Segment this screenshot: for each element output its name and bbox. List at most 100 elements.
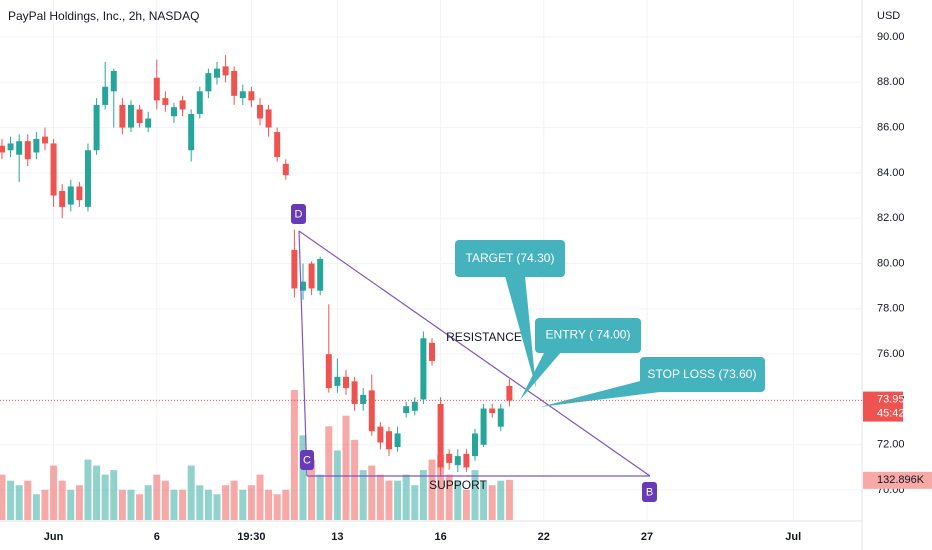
callout-tail bbox=[505, 276, 536, 388]
candle-body bbox=[162, 98, 169, 105]
volume-bar bbox=[127, 489, 135, 520]
volume-bar bbox=[411, 485, 419, 520]
target-label: TARGET (74.30) bbox=[466, 251, 555, 265]
volume-bar bbox=[359, 470, 367, 520]
volume-bar bbox=[471, 470, 479, 520]
volume-bar bbox=[41, 489, 49, 520]
volume-bar bbox=[110, 470, 118, 520]
grid bbox=[0, 0, 862, 520]
candle-body bbox=[231, 70, 238, 96]
volume-bar bbox=[187, 465, 195, 520]
volume-bar bbox=[445, 474, 453, 520]
candle-body bbox=[282, 163, 289, 176]
volume-bar bbox=[213, 494, 221, 520]
candle-body bbox=[67, 186, 74, 205]
volume-bar bbox=[480, 480, 488, 520]
callout-box bbox=[455, 240, 565, 277]
candle-body bbox=[136, 109, 143, 124]
point-box bbox=[291, 204, 306, 224]
candle-body bbox=[394, 433, 401, 448]
volume-bar bbox=[462, 489, 470, 520]
x-tick-label: 22 bbox=[538, 531, 550, 543]
volume-bar bbox=[247, 485, 255, 520]
candle-body bbox=[506, 385, 513, 401]
volume-bar bbox=[239, 489, 247, 520]
volume-bar bbox=[144, 485, 152, 520]
candle-body bbox=[0, 145, 5, 153]
volume-bar bbox=[222, 485, 230, 520]
volume-bar bbox=[325, 426, 333, 520]
volume-bar bbox=[290, 390, 298, 520]
candle-body bbox=[385, 431, 392, 450]
pattern-line bbox=[298, 230, 651, 477]
x-tick-label: 27 bbox=[641, 531, 653, 543]
volume-bar bbox=[333, 450, 341, 520]
volume-bar bbox=[368, 465, 376, 520]
resistance-label: RESISTANCE bbox=[446, 330, 522, 344]
volume-label-box bbox=[863, 471, 932, 489]
y-tick-label: 72.00 bbox=[877, 439, 905, 451]
candle-body bbox=[308, 263, 315, 289]
candle-body bbox=[84, 150, 91, 207]
candle-body bbox=[291, 249, 298, 289]
candle-body bbox=[420, 338, 427, 400]
candle-body bbox=[463, 453, 470, 468]
volume-bar bbox=[273, 494, 281, 520]
candle-body bbox=[179, 100, 186, 110]
volume-bar bbox=[351, 439, 359, 520]
volume-bar bbox=[84, 459, 92, 520]
volume-bar bbox=[67, 489, 75, 520]
callout-tail bbox=[520, 351, 562, 400]
candle-body bbox=[213, 68, 220, 78]
candle-body bbox=[205, 73, 212, 92]
volume-bar bbox=[179, 489, 187, 520]
volume-bar bbox=[93, 465, 101, 520]
candle-body bbox=[351, 381, 358, 404]
point-label: C bbox=[303, 454, 311, 466]
volume-bar bbox=[282, 489, 290, 520]
candle-body bbox=[145, 118, 152, 128]
candle-body bbox=[248, 91, 255, 101]
candle-body bbox=[454, 456, 461, 466]
candle-body bbox=[325, 354, 332, 389]
x-tick-label: Jul bbox=[785, 531, 801, 543]
volume-bar bbox=[454, 480, 462, 520]
volume-bar bbox=[0, 474, 6, 520]
y-tick-label: 90.00 bbox=[877, 31, 905, 43]
candles bbox=[0, 55, 513, 477]
pattern-line bbox=[298, 230, 308, 477]
candle-body bbox=[403, 406, 410, 414]
volume-bar bbox=[58, 480, 66, 520]
price-label-box bbox=[863, 391, 903, 422]
callout-box bbox=[640, 357, 765, 392]
x-tick-label: 19:30 bbox=[237, 531, 265, 543]
volume-bar bbox=[394, 480, 402, 520]
volume bbox=[0, 390, 513, 520]
candle-body bbox=[41, 136, 48, 144]
volume-bar bbox=[385, 480, 393, 520]
volume-bar bbox=[437, 455, 445, 520]
candle-body bbox=[471, 433, 478, 457]
candle-body bbox=[497, 408, 504, 427]
currency: USD bbox=[877, 10, 900, 22]
volume-bar bbox=[308, 459, 316, 520]
candle-body bbox=[93, 104, 100, 151]
candle-body bbox=[153, 77, 160, 101]
candle-body bbox=[16, 141, 23, 155]
candle-body bbox=[480, 408, 487, 445]
candle-body bbox=[102, 86, 109, 105]
y-tick-label: 88.00 bbox=[877, 76, 905, 88]
candle-body bbox=[334, 376, 341, 386]
y-tick-label: 76.00 bbox=[877, 348, 905, 360]
callouts: TARGET (74.30) ENTRY ( 74.00) STOP LOSS … bbox=[455, 240, 765, 407]
candle-body bbox=[127, 104, 134, 128]
volume-bar bbox=[153, 474, 161, 520]
candle-body bbox=[256, 104, 263, 119]
x-tick-label: 13 bbox=[331, 531, 343, 543]
volume-bar bbox=[419, 470, 427, 520]
y-tick-label: 78.00 bbox=[877, 303, 905, 315]
volume-bar bbox=[505, 479, 513, 520]
x-tick-label: Jun bbox=[44, 531, 64, 543]
volume-bar bbox=[170, 489, 178, 520]
